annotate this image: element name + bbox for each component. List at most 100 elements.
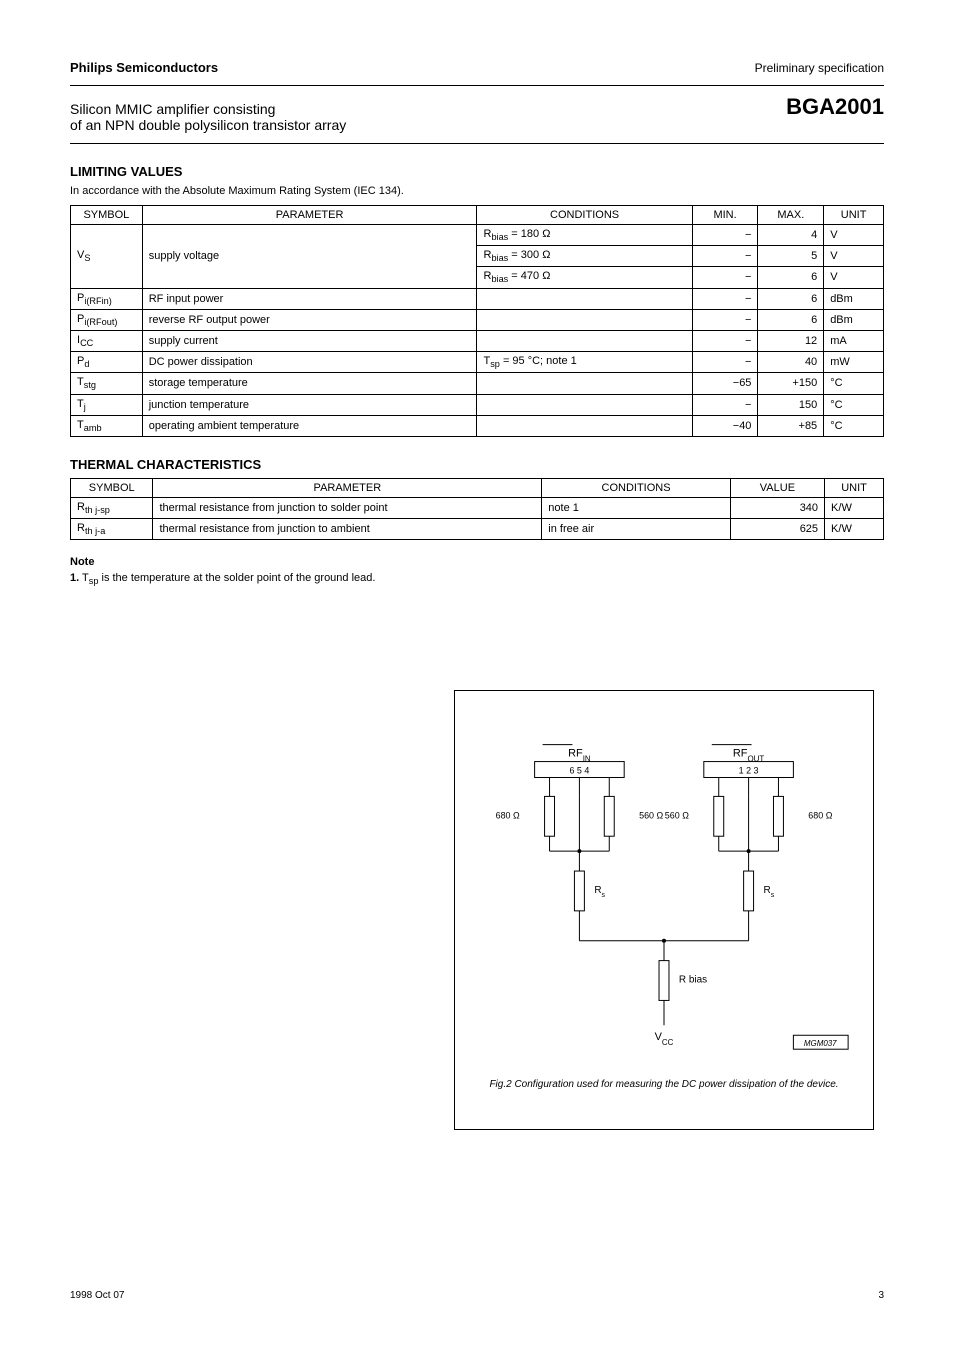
cell-min: −	[692, 225, 758, 246]
cell-value: 625	[730, 519, 824, 540]
cell-unit: °C	[824, 394, 884, 415]
col-parameter: PARAMETER	[142, 206, 477, 225]
table-header-row: SYMBOL PARAMETER CONDITIONS VALUE UNIT	[71, 478, 884, 497]
cell-unit: mW	[824, 352, 884, 373]
note-label: Note	[70, 556, 884, 568]
cell-min: −	[692, 352, 758, 373]
cell-symbol: Pd	[71, 352, 143, 373]
svg-text:1 2 3: 1 2 3	[739, 766, 759, 776]
col-conditions: CONDITIONS	[542, 478, 731, 497]
cell-param: DC power dissipation	[142, 352, 477, 373]
cell-param: supply voltage	[142, 225, 477, 289]
cell-symbol: Tstg	[71, 373, 143, 394]
cell-min: −	[692, 309, 758, 330]
figure-caption: Fig.2 Configuration used for measuring t…	[455, 1078, 873, 1091]
cell-max: 6	[758, 267, 824, 288]
thermal-table: SYMBOL PARAMETER CONDITIONS VALUE UNIT R…	[70, 478, 884, 540]
col-unit: UNIT	[825, 478, 884, 497]
col-conditions: CONDITIONS	[477, 206, 692, 225]
col-min: MIN.	[692, 206, 758, 225]
cell-max: +150	[758, 373, 824, 394]
cell-param: operating ambient temperature	[142, 415, 477, 436]
cell-cond	[477, 309, 692, 330]
cell-unit: °C	[824, 415, 884, 436]
circuit-diagram: 6 5 4 1 2 3 RFIN RFOUT 680 Ω 560 Ω 560 Ω…	[455, 691, 873, 1071]
table-row: ICC supply current − 12 mA	[71, 330, 884, 351]
cell-value: 340	[730, 497, 824, 518]
thermal-section: THERMAL CHARACTERISTICS SYMBOL PARAMETER…	[70, 457, 884, 540]
cell-max: 5	[758, 246, 824, 267]
table-header-row: SYMBOL PARAMETER CONDITIONS MIN. MAX. UN…	[71, 206, 884, 225]
table-row: Pi(RFin) RF input power − 6 dBm	[71, 288, 884, 309]
table-row: Pi(RFout) reverse RF output power − 6 dB…	[71, 309, 884, 330]
cell-max: 12	[758, 330, 824, 351]
col-symbol: SYMBOL	[71, 478, 153, 497]
cell-unit: °C	[824, 373, 884, 394]
cell-unit: dBm	[824, 309, 884, 330]
product-desc-line2: of an NPN double polysilicon transistor …	[70, 117, 346, 133]
page-footer: 1998 Oct 07 3	[70, 1290, 884, 1301]
cell-min: −65	[692, 373, 758, 394]
col-max: MAX.	[758, 206, 824, 225]
col-unit: UNIT	[824, 206, 884, 225]
limiting-table: SYMBOL PARAMETER CONDITIONS MIN. MAX. UN…	[70, 205, 884, 437]
cell-symbol: Pi(RFout)	[71, 309, 143, 330]
cell-symbol: Rth j-a	[71, 519, 153, 540]
table-row: Pd DC power dissipation Tsp = 95 °C; not…	[71, 352, 884, 373]
limiting-section: LIMITING VALUES In accordance with the A…	[70, 164, 884, 437]
cell-min: −	[692, 246, 758, 267]
cell-cond: Tsp = 95 °C; note 1	[477, 352, 692, 373]
cell-min: −	[692, 330, 758, 351]
cell-param: storage temperature	[142, 373, 477, 394]
svg-text:RFIN: RFIN	[568, 748, 591, 764]
cell-max: 40	[758, 352, 824, 373]
cell-cond	[477, 288, 692, 309]
cell-param: RF input power	[142, 288, 477, 309]
cell-cond: note 1	[542, 497, 731, 518]
product-description: Silicon MMIC amplifier consisting of an …	[70, 101, 346, 133]
cell-cond	[477, 415, 692, 436]
company-name: Philips Semiconductors	[70, 60, 218, 75]
cell-symbol: Pi(RFin)	[71, 288, 143, 309]
cell-symbol: Rth j-sp	[71, 497, 153, 518]
doc-header: Philips Semiconductors Preliminary speci…	[70, 60, 884, 144]
table-row: Tamb operating ambient temperature −40 +…	[71, 415, 884, 436]
cell-param: reverse RF output power	[142, 309, 477, 330]
cell-unit: V	[824, 246, 884, 267]
table-row: Tstg storage temperature −65 +150 °C	[71, 373, 884, 394]
cell-max: 4	[758, 225, 824, 246]
svg-text:Rs: Rs	[594, 885, 605, 899]
svg-text:RFOUT: RFOUT	[733, 748, 765, 764]
svg-text:560 Ω: 560 Ω	[665, 810, 689, 820]
cell-param: junction temperature	[142, 394, 477, 415]
svg-text:MGM037: MGM037	[804, 1039, 837, 1048]
table-row: VS supply voltage Rbias = 180 Ω − 4 V	[71, 225, 884, 246]
svg-text:R bias: R bias	[679, 975, 707, 986]
cell-unit: K/W	[825, 519, 884, 540]
footer-date: 1998 Oct 07	[70, 1290, 124, 1301]
svg-text:680 Ω: 680 Ω	[808, 810, 832, 820]
cell-unit: dBm	[824, 288, 884, 309]
cell-unit: mA	[824, 330, 884, 351]
cell-param: thermal resistance from junction to sold…	[153, 497, 542, 518]
table-row: Rth j-sp thermal resistance from junctio…	[71, 497, 884, 518]
svg-text:6 5 4: 6 5 4	[569, 766, 589, 776]
cell-cond	[477, 330, 692, 351]
cell-min: −	[692, 288, 758, 309]
cell-unit: V	[824, 267, 884, 288]
table-row: Rth j-a thermal resistance from junction…	[71, 519, 884, 540]
thermal-title: THERMAL CHARACTERISTICS	[70, 457, 884, 472]
datasheet-type: Preliminary specification	[755, 61, 884, 75]
cell-cond	[477, 394, 692, 415]
cell-unit: K/W	[825, 497, 884, 518]
note-text: 1. Tsp is the temperature at the solder …	[70, 572, 884, 586]
svg-text:560 Ω: 560 Ω	[639, 810, 663, 820]
limiting-subtitle: In accordance with the Absolute Maximum …	[70, 185, 884, 197]
cell-symbol: ICC	[71, 330, 143, 351]
table-row: Tj junction temperature − 150 °C	[71, 394, 884, 415]
col-value: VALUE	[730, 478, 824, 497]
cell-cond: Rbias = 180 Ω	[477, 225, 692, 246]
cell-param: thermal resistance from junction to ambi…	[153, 519, 542, 540]
cell-max: 150	[758, 394, 824, 415]
col-parameter: PARAMETER	[153, 478, 542, 497]
